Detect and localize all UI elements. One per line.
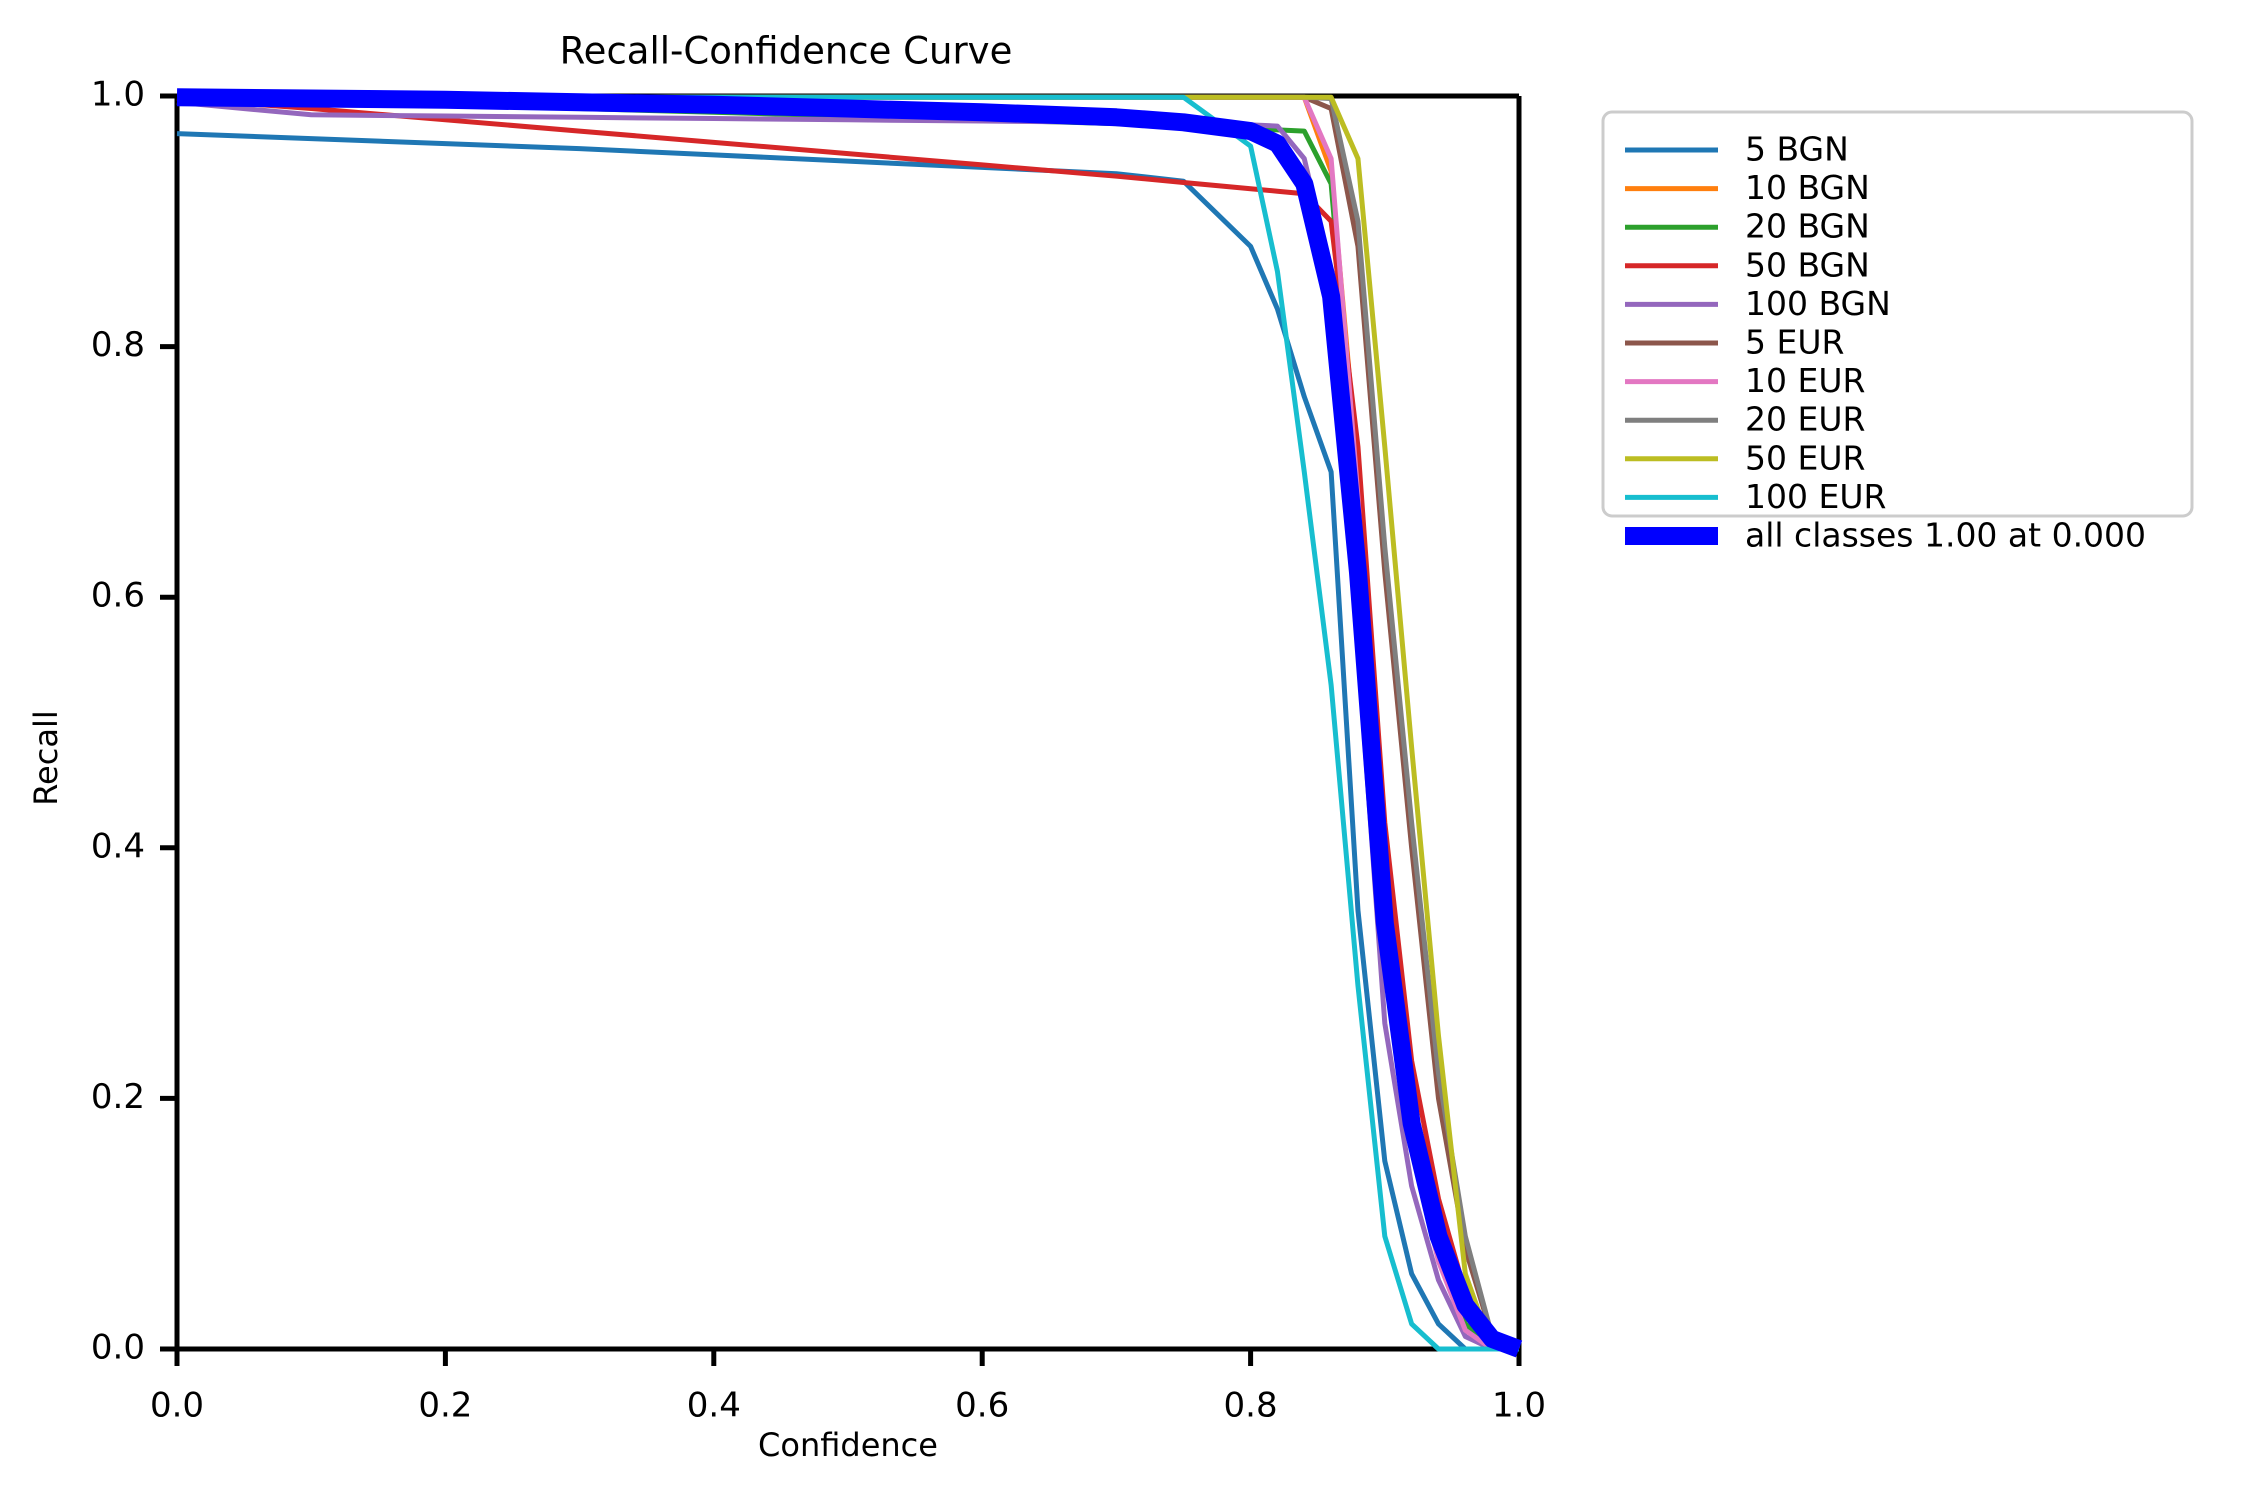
x-tick-label: 0.2 <box>418 1386 472 1426</box>
series-line-all-classes-1-00-at-0-000 <box>176 88 1523 1358</box>
y-tick-label: 0.4 <box>91 826 145 866</box>
x-tick-label: 0.0 <box>150 1386 204 1426</box>
legend-label[interactable]: 20 BGN <box>1745 207 1870 246</box>
x-tick-label: 0.8 <box>1224 1386 1278 1426</box>
y-axis-label: Recall <box>27 710 65 805</box>
legend-label[interactable]: 100 BGN <box>1745 284 1891 323</box>
y-tick-label: 0.8 <box>91 325 145 365</box>
y-tick-label: 1.0 <box>91 75 145 115</box>
x-tick-label: 0.4 <box>687 1386 741 1426</box>
series-line-50-bgn <box>176 96 1519 1352</box>
legend-label[interactable]: 10 BGN <box>1745 168 1870 207</box>
legend-box <box>1601 110 2194 518</box>
legend-label[interactable]: 50 BGN <box>1745 245 1870 284</box>
x-axis-ticks: 0.0 0.2 0.4 0.6 0.8 1.0 <box>150 1349 1546 1426</box>
y-tick-label: 0.0 <box>91 1328 145 1368</box>
legend-label[interactable]: 100 EUR <box>1745 477 1886 516</box>
legend-label[interactable]: 5 BGN <box>1745 130 1849 169</box>
legend-label[interactable]: 50 EUR <box>1745 438 1865 477</box>
x-axis-label: Confidence <box>758 1426 938 1464</box>
y-axis-ticks: 0.0 0.2 0.4 0.6 0.8 1.0 <box>91 75 177 1368</box>
legend-label[interactable]: 20 EUR <box>1745 400 1865 439</box>
series-line-20-bgn <box>176 94 1519 1352</box>
series-line-5-eur <box>177 94 1521 1352</box>
x-tick-label: 0.6 <box>955 1386 1009 1426</box>
axes-spines <box>174 93 1522 1352</box>
y-tick-label: 0.6 <box>91 576 145 616</box>
series-line-20-eur <box>177 94 1521 1352</box>
x-tick-label: 1.0 <box>1492 1386 1546 1426</box>
series-line-10-bgn <box>177 94 1519 1352</box>
legend-label[interactable]: 10 EUR <box>1745 361 1865 400</box>
series-lines <box>176 88 1523 1358</box>
legend-label[interactable]: all classes 1.00 at 0.000 <box>1745 516 2146 555</box>
y-tick-label: 0.2 <box>91 1077 145 1117</box>
series-line-5-bgn <box>176 131 1519 1352</box>
series-line-100-bgn <box>176 99 1519 1352</box>
series-line-50-eur <box>177 94 1519 1352</box>
chart-title: Recall-Confidence Curve <box>560 30 1013 73</box>
series-line-10-eur <box>177 94 1519 1352</box>
legend-label[interactable]: 5 EUR <box>1745 323 1844 362</box>
series-line-100-eur <box>177 94 1519 1352</box>
